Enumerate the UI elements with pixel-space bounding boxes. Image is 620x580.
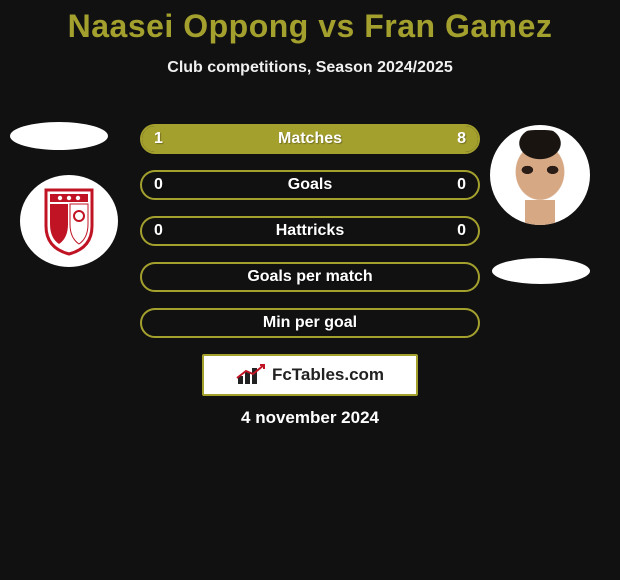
player1-avatar-placeholder [10, 122, 108, 150]
bar-value-right: 0 [457, 172, 466, 198]
bar-value-left: 0 [154, 172, 163, 198]
player1-name: Naasei Oppong [68, 8, 309, 44]
bar-label: Min per goal [263, 314, 357, 331]
comparison-bars: 1 8 Matches 0 0 Goals 0 0 Hattricks Goals per mat… [140, 124, 480, 354]
bar-value-left: 0 [154, 218, 163, 244]
bar-value-left: 1 [154, 126, 163, 152]
bar-label: Goals per match [247, 268, 372, 285]
stat-bar: 0 0 Goals [140, 170, 480, 200]
watermark: FcTables.com [202, 354, 418, 396]
club-crest-icon [42, 186, 96, 256]
player2-avatar [490, 125, 590, 225]
player1-club-badge [20, 175, 118, 267]
bar-value-right: 0 [457, 218, 466, 244]
stat-bar: Goals per match [140, 262, 480, 292]
bar-label: Goals [288, 176, 332, 193]
chart-icon [236, 364, 266, 386]
player2-club-placeholder [492, 258, 590, 284]
stat-bar: 0 0 Hattricks [140, 216, 480, 246]
watermark-text: FcTables.com [272, 365, 384, 385]
bar-label: Matches [278, 130, 342, 147]
subtitle: Club competitions, Season 2024/2025 [0, 59, 620, 77]
page-title: Naasei Oppong vs Fran Gamez [0, 0, 620, 45]
bar-value-right: 8 [457, 126, 466, 152]
bar-label: Hattricks [276, 222, 344, 239]
vs-text: vs [318, 8, 355, 44]
player2-face-icon [495, 130, 585, 225]
player2-name: Fran Gamez [364, 8, 552, 44]
stat-bar: 1 8 Matches [140, 124, 480, 154]
date-text: 4 november 2024 [0, 408, 620, 428]
stat-bar: Min per goal [140, 308, 480, 338]
